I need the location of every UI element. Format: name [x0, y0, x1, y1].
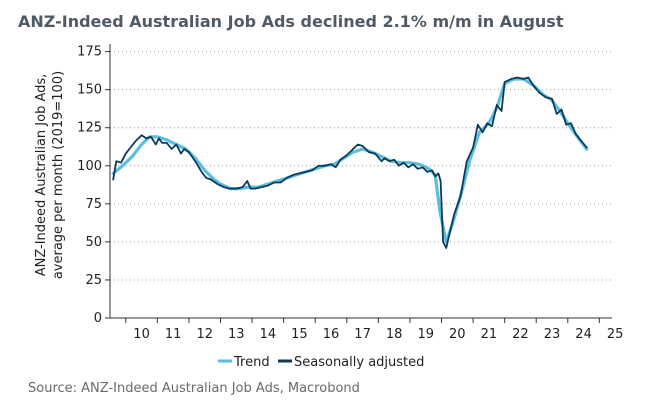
x-tick-label-21: 21: [481, 327, 498, 342]
x-tick-label-20: 20: [449, 327, 466, 342]
chart-title: ANZ-Indeed Australian Job Ads declined 2…: [18, 12, 564, 31]
x-tick-label-16: 16: [323, 327, 340, 342]
x-tick-label-23: 23: [544, 327, 561, 342]
x-tick-label-25: 25: [607, 327, 624, 342]
x-tick-label-15: 15: [291, 327, 308, 342]
x-tick-label-19: 19: [417, 327, 434, 342]
x-tick-label-18: 18: [386, 327, 403, 342]
x-tick-label-12: 12: [196, 327, 213, 342]
x-tick-label-22: 22: [512, 327, 529, 342]
x-tick-label-24: 24: [575, 327, 592, 342]
x-tick-label-14: 14: [260, 327, 277, 342]
x-tick-label-13: 13: [228, 327, 245, 342]
y-tick-label-0: 0: [94, 311, 102, 326]
x-tick-label-11: 11: [165, 327, 182, 342]
series-lines: [111, 76, 589, 249]
y-axis-title-line-2: average per month (2019=100): [51, 71, 66, 279]
y-axis-title-line-1: ANZ-Indeed Australian Job Ads,: [34, 74, 49, 277]
y-axis-ticks: 0 25 50 75 100 125 150 175: [77, 45, 110, 326]
y-tick-label-100: 100: [77, 159, 102, 174]
x-tick-label-17: 17: [354, 327, 371, 342]
y-tick-label-125: 125: [77, 121, 102, 136]
legend-label-seasonally-adjusted: Seasonally adjusted: [294, 355, 424, 370]
legend-label-trend: Trend: [233, 355, 270, 370]
x-axis-ticks: 10 11 12 13 14 15 16 17 18 19 20 21 22 23 24 25: [125, 318, 624, 342]
y-tick-label-150: 150: [77, 83, 102, 98]
series-line-trend: [111, 77, 589, 244]
gridlines: [110, 51, 612, 281]
y-tick-label-75: 75: [85, 197, 102, 212]
axes: [109, 44, 612, 319]
y-tick-label-50: 50: [85, 235, 102, 250]
y-tick-label-175: 175: [77, 45, 102, 60]
x-tick-label-10: 10: [133, 327, 150, 342]
source-note: Source: ANZ-Indeed Australian Job Ads, M…: [28, 381, 360, 396]
series-line-seasonally-adjusted: [112, 76, 588, 249]
y-tick-label-25: 25: [85, 273, 102, 288]
legend: Trend Seasonally adjusted: [218, 355, 424, 370]
